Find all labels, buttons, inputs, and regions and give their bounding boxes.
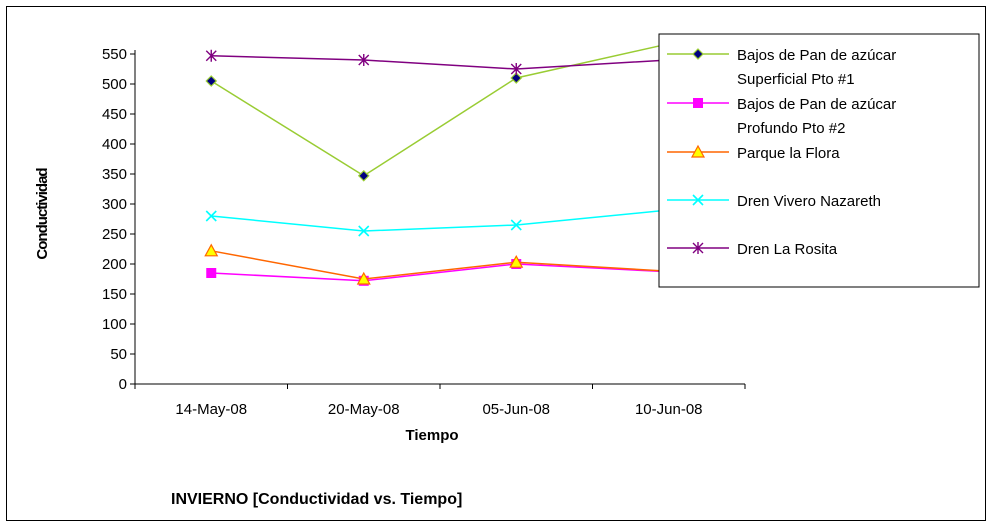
- data-point: [510, 63, 522, 75]
- legend-marker: [693, 98, 703, 108]
- y-tick-label: 500: [102, 76, 127, 93]
- data-point: [509, 254, 524, 268]
- series-layer: [204, 37, 676, 286]
- data-point: [356, 271, 371, 285]
- series-line: [211, 55, 669, 70]
- legend-item: Parque la Flora: [667, 144, 840, 162]
- data-point: [358, 225, 370, 237]
- legend-marker: [692, 194, 704, 206]
- data-point: [204, 243, 219, 257]
- data-point: [205, 75, 218, 87]
- series-3: [204, 243, 676, 285]
- legend-marker: [692, 48, 704, 60]
- y-tick-label: 300: [102, 196, 127, 213]
- legend-item: Bajos de Pan de azúcar Superficial Pto #1: [667, 47, 896, 88]
- legend-item: Bajos de Pan de azúcar Profundo Pto #2: [667, 96, 896, 137]
- y-tick-label: 50: [110, 346, 127, 363]
- legend-label: Bajos de Pan de azúcar: [737, 47, 896, 64]
- series-5: [205, 49, 675, 75]
- data-point: [205, 210, 217, 222]
- series-1: [205, 37, 675, 182]
- legend-item: Dren La Rosita: [667, 241, 838, 258]
- y-tick-label: 150: [102, 286, 127, 303]
- x-tick-label: 05-Jun-08: [482, 401, 550, 418]
- data-point: [357, 169, 370, 182]
- y-tick-label: 200: [102, 256, 127, 273]
- series-line: [211, 263, 669, 282]
- legend-marker: [690, 144, 706, 158]
- series-4: [205, 204, 675, 237]
- legend-item: Dren Vivero Nazareth: [667, 193, 881, 210]
- legend-label: Dren Vivero Nazareth: [737, 193, 881, 210]
- y-tick-label: 250: [102, 226, 127, 243]
- data-point: [358, 54, 370, 66]
- y-tick-label: 100: [102, 316, 127, 333]
- legend-label: Bajos de Pan de azúcar: [737, 96, 896, 113]
- data-point: [510, 72, 523, 84]
- y-tick-label: 400: [102, 136, 127, 153]
- legend-label: Parque la Flora: [737, 145, 840, 162]
- legend-label: Superficial Pto #1: [737, 71, 855, 88]
- x-tick-label: 20-May-08: [328, 401, 400, 418]
- series-line: [211, 250, 669, 280]
- legend: Bajos de Pan de azúcar Superficial Pto #1…: [658, 33, 980, 288]
- data-point: [510, 219, 522, 231]
- series-line: [211, 209, 669, 232]
- axes: 0 50 100 150 200 250 300 350 400 450 500 550 14-May-…: [102, 46, 746, 418]
- y-tick-label: 350: [102, 166, 127, 183]
- legend-box: [658, 33, 980, 288]
- y-tick-label: 0: [119, 376, 127, 393]
- y-tick-label: 550: [102, 46, 127, 63]
- x-tick-label: 14-May-08: [175, 401, 247, 418]
- legend-label: Profundo Pto #2: [737, 120, 845, 137]
- line-chart: 0 50 100 150 200 250 300 350 400 450 500 550 14-May-…: [34, 33, 980, 508]
- y-axis-title: Conductividad: [34, 168, 51, 260]
- chart-title: INVIERNO [Conductividad vs. Tiempo]: [171, 491, 462, 508]
- x-axis-title: Tiempo: [405, 427, 458, 444]
- chart-area: 0 50 100 150 200 250 300 350 400 450 500 550 14-May-…: [6, 6, 986, 521]
- series-line: [210, 43, 669, 177]
- x-tick-label: 10-Jun-08: [635, 401, 703, 418]
- y-tick-label: 450: [102, 106, 127, 123]
- data-point: [205, 49, 217, 62]
- legend-label: Dren La Rosita: [737, 241, 838, 258]
- data-point: [206, 268, 217, 278]
- legend-marker: [692, 242, 704, 254]
